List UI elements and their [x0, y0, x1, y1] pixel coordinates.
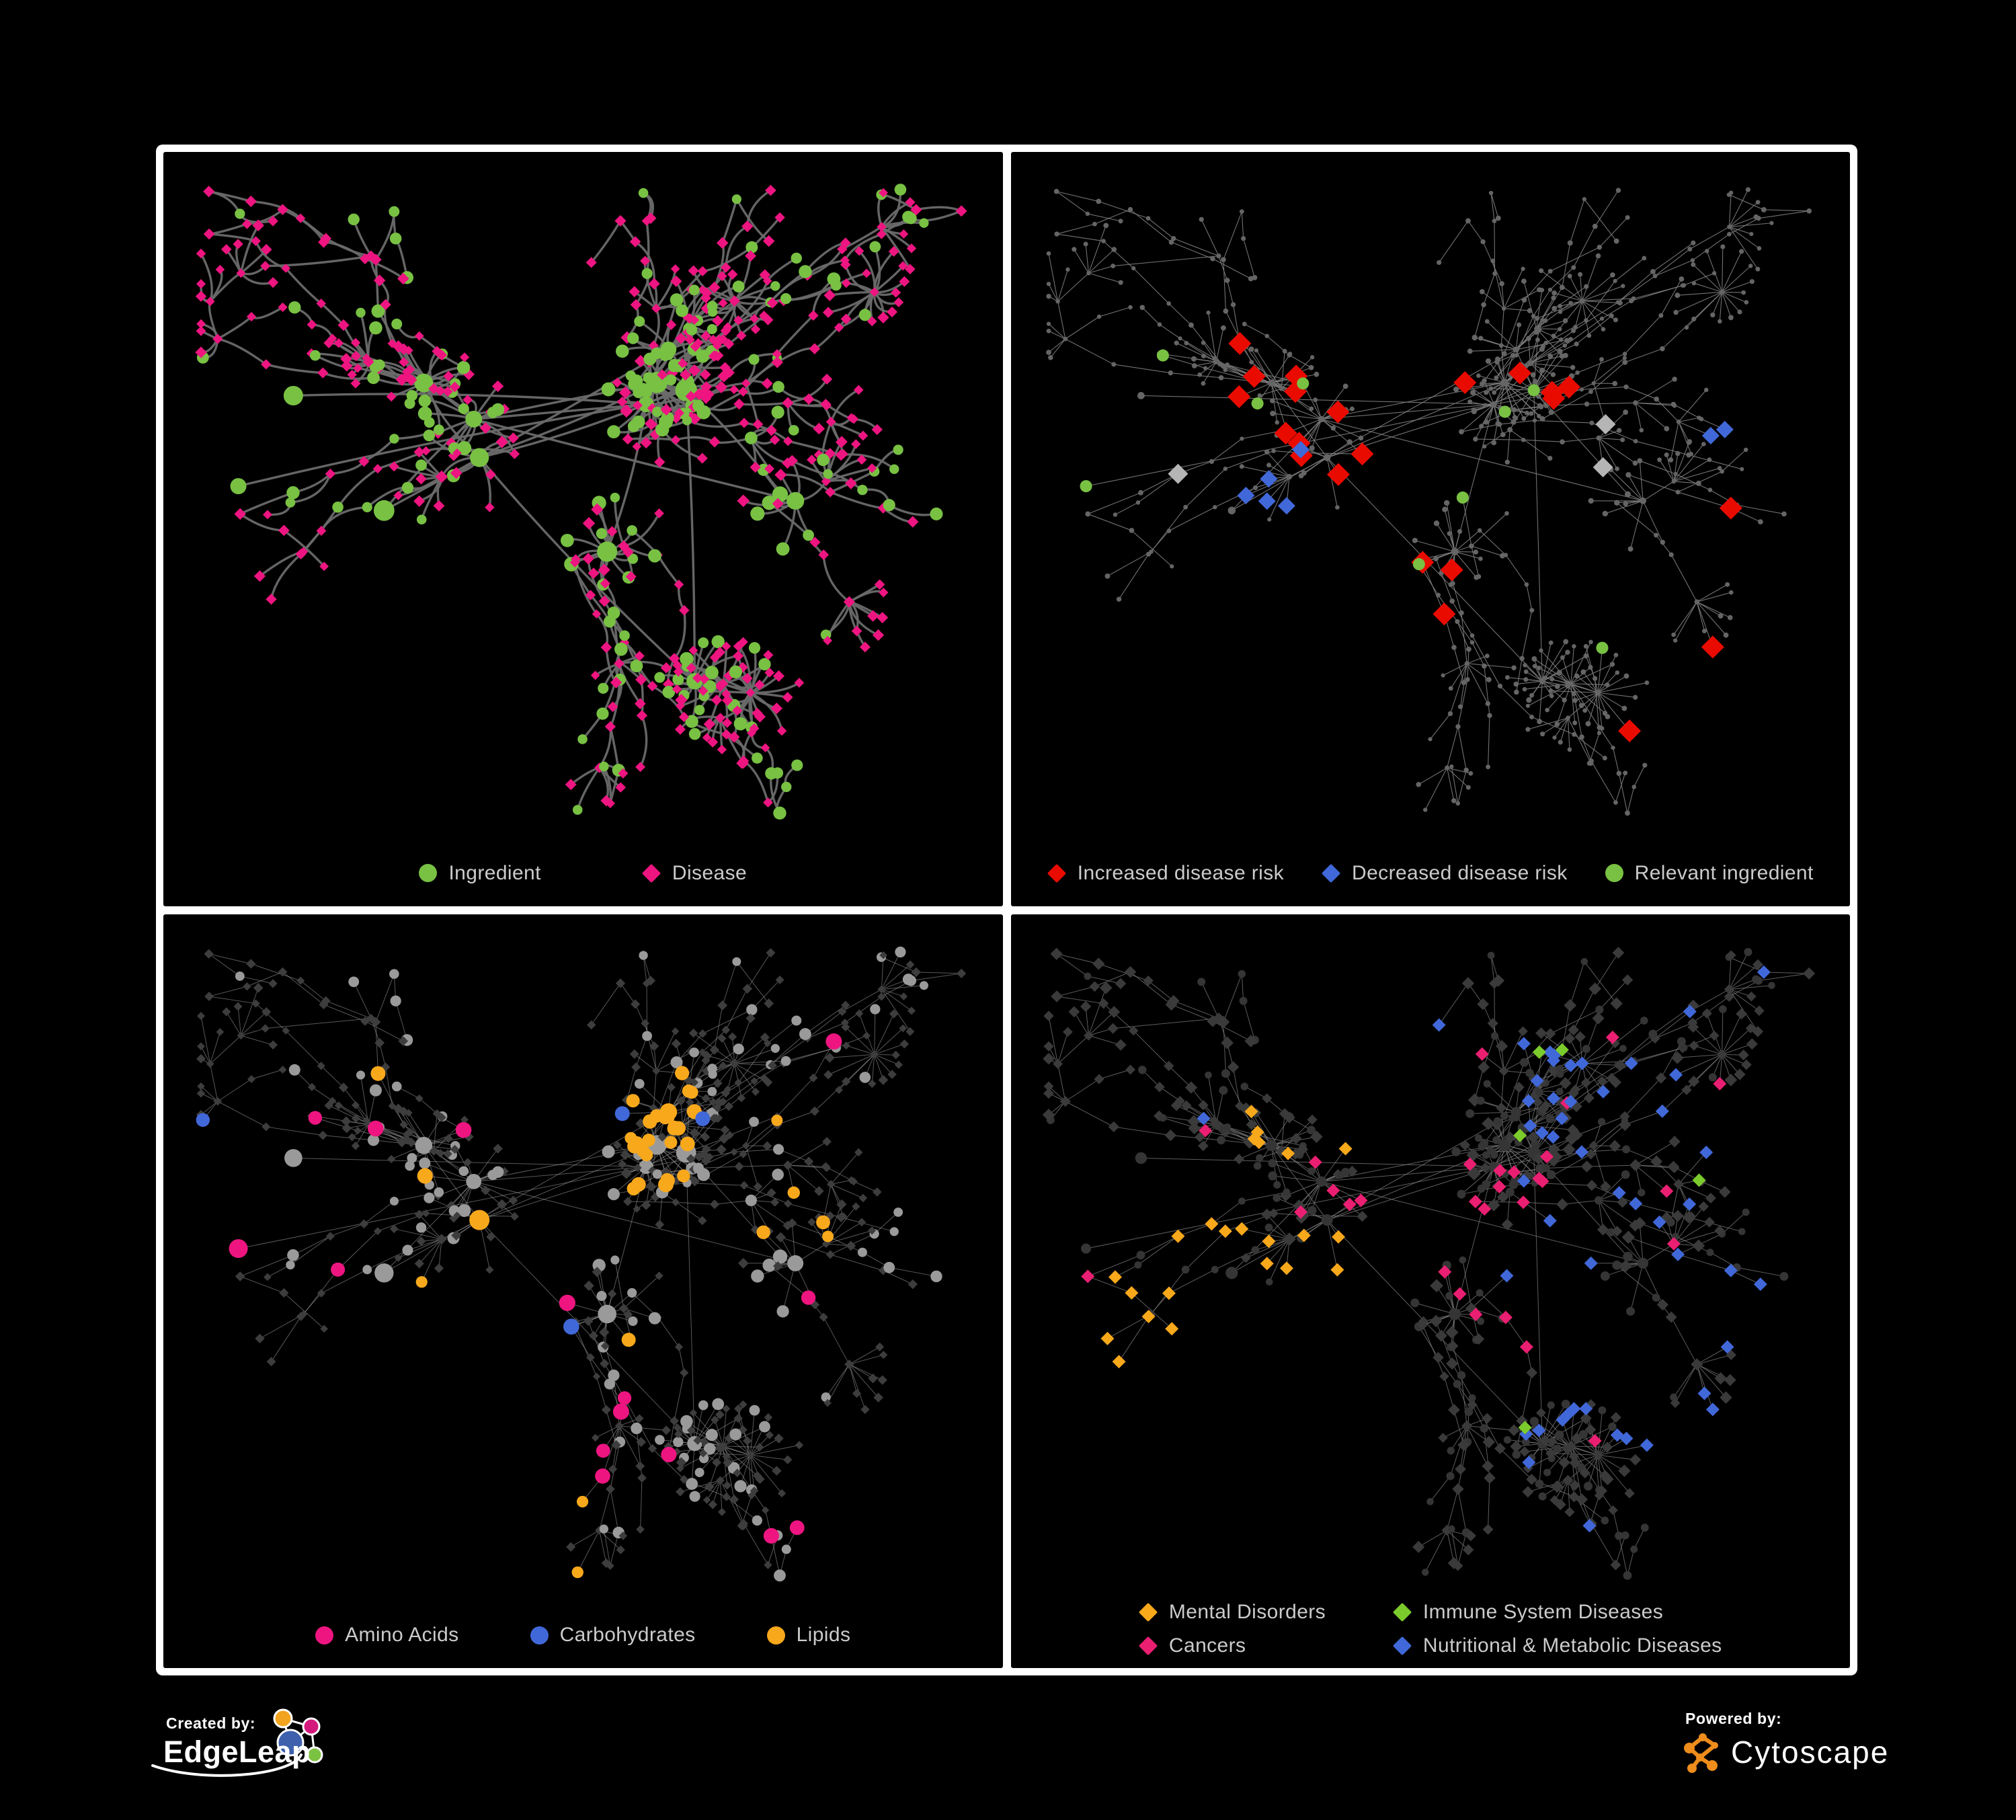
carbohydrates-circle-icon — [530, 1626, 549, 1645]
powered-by-label: Powered by: — [1685, 1710, 1782, 1727]
legend-label-ingredient: Ingredient — [448, 861, 541, 884]
legend-label-cancers: Cancers — [1168, 1634, 1246, 1657]
network-canvas-disease-categories — [1042, 946, 1815, 1580]
legend-item-lipids: Lipids — [766, 1624, 851, 1647]
network-canvas-disease-risk — [1045, 187, 1812, 816]
legend-item-increased-risk: Increased disease risk — [1047, 862, 1284, 885]
panel-macronutrients: Amino Acids Carbohydrates Lipids — [163, 914, 1003, 1668]
edgeleap-logo: Created by: EdgeLeap — [138, 1706, 346, 1790]
network-canvas-macronutrients — [196, 946, 967, 1581]
legend-item-mental-disorders: Mental Disorders — [1138, 1601, 1393, 1624]
amino-acids-circle-icon — [315, 1626, 334, 1645]
nutritional-metabolic-diamond-icon — [1392, 1636, 1412, 1656]
cytoscape-row: Cytoscape — [1683, 1731, 1965, 1774]
legend-disease-categories: Mental Disorders Immune System Diseases … — [1011, 1601, 1851, 1657]
lipids-circle-icon — [766, 1626, 785, 1645]
decreased-risk-diamond-icon — [1321, 863, 1341, 883]
network-canvas-ingredient-disease — [195, 184, 967, 820]
legend-label-carbohydrates: Carbohydrates — [559, 1624, 696, 1646]
cytoscape-wordmark: Cytoscape — [1731, 1735, 1890, 1770]
legend-grid: Mental Disorders Immune System Diseases … — [1138, 1601, 1722, 1657]
legend-label-mental-disorders: Mental Disorders — [1168, 1601, 1326, 1623]
panel-disease-risk: Increased disease risk Decreased disease… — [1010, 152, 1851, 906]
legend-label-disease: Disease — [672, 861, 748, 884]
cytoscape-logo: Powered by: — [1683, 1710, 1965, 1774]
legend-label-lipids: Lipids — [796, 1624, 851, 1646]
legend-macronutrients: Amino Acids Carbohydrates Lipids — [163, 1624, 1003, 1647]
panel-ingredient-disease: Ingredient Disease — [163, 152, 1003, 906]
legend-item-amino-acids: Amino Acids — [315, 1624, 458, 1647]
legend-label-relevant-ingredient: Relevant ingredient — [1634, 861, 1814, 884]
legend-ingredient-disease: Ingredient Disease — [163, 862, 1003, 885]
legend-label-increased-risk: Increased disease risk — [1077, 861, 1285, 884]
legend-item-immune-system: Immune System Diseases — [1392, 1601, 1722, 1624]
legend-item-carbohydrates: Carbohydrates — [530, 1624, 696, 1647]
created-by-label: Created by: — [166, 1714, 256, 1732]
ingredient-circle-icon — [419, 864, 438, 882]
legend-disease-risk: Increased disease risk Decreased disease… — [1011, 862, 1851, 885]
legend-item-ingredient: Ingredient — [419, 862, 540, 885]
legend-item-disease: Disease — [641, 861, 748, 885]
disease-diamond-icon — [641, 863, 661, 883]
legend-item-cancers: Cancers — [1138, 1634, 1393, 1657]
legend-label-nutritional-metabolic: Nutritional & Metabolic Diseases — [1422, 1634, 1722, 1657]
cancers-diamond-icon — [1138, 1636, 1158, 1656]
legend-item-relevant-ingredient: Relevant ingredient — [1605, 862, 1814, 885]
legend-label-amino-acids: Amino Acids — [345, 1624, 459, 1646]
edgeleap-network-icon — [151, 1708, 323, 1777]
legend-item-nutritional-metabolic: Nutritional & Metabolic Diseases — [1392, 1634, 1722, 1657]
edgeleap-wordmark: EdgeLeap — [163, 1735, 311, 1769]
legend-item-decreased-risk: Decreased disease risk — [1321, 861, 1568, 885]
immune-system-diamond-icon — [1392, 1602, 1412, 1622]
increased-risk-diamond-icon — [1047, 863, 1066, 883]
legend-label-decreased-risk: Decreased disease risk — [1352, 861, 1568, 884]
panel-disease-categories: Mental Disorders Immune System Diseases … — [1010, 914, 1851, 1668]
relevant-ingredient-circle-icon — [1605, 864, 1623, 882]
cytoscape-icon — [1684, 1733, 1718, 1773]
panels-grid: Ingredient Disease Increased disease ris… — [156, 145, 1857, 1675]
legend-label-immune-system: Immune System Diseases — [1422, 1601, 1664, 1623]
mental-disorders-diamond-icon — [1138, 1602, 1158, 1622]
